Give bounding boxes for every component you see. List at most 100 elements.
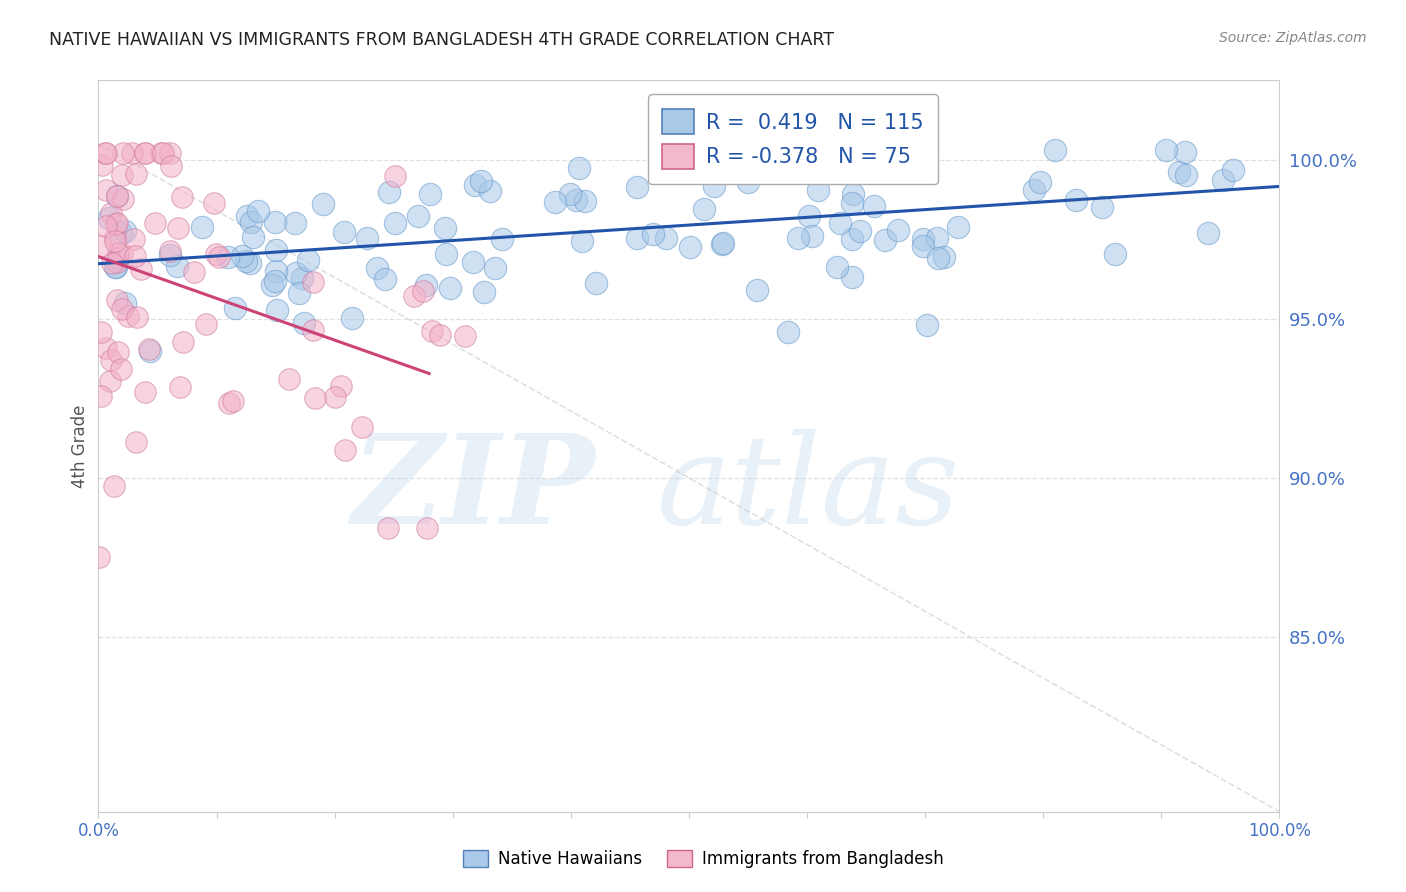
Point (127, 310, 149, 324)
Text: NATIVE HAWAIIAN VS IMMIGRANTS FROM BANGLADESH 4TH GRADE CORRELATION CHART: NATIVE HAWAIIAN VS IMMIGRANTS FROM BANGL… (49, 31, 834, 49)
Point (104, 260, 127, 274)
Point (222, 394, 245, 409)
Point (285, 266, 308, 280)
Point (330, 379, 353, 393)
Point (110, 247, 132, 261)
Point (291, 270, 314, 285)
Point (170, 190, 193, 204)
Point (239, 215, 262, 229)
Point (301, 323, 323, 337)
Point (946, 220, 969, 235)
Point (841, 196, 863, 211)
Point (472, 285, 495, 300)
Point (863, 155, 886, 169)
Point (461, 255, 484, 269)
Point (166, 259, 188, 273)
Point (1154, 143, 1177, 157)
Point (693, 202, 716, 216)
Y-axis label: 4th Grade: 4th Grade (72, 404, 90, 488)
Point (384, 216, 406, 230)
Point (934, 250, 956, 264)
Point (264, 274, 287, 288)
Point (242, 229, 264, 244)
Point (114, 296, 136, 310)
Point (1064, 193, 1087, 207)
Point (356, 230, 378, 244)
Point (107, 344, 129, 359)
Point (90, 239, 112, 253)
Point (110, 226, 132, 240)
Text: atlas: atlas (657, 429, 960, 550)
Point (104, 234, 127, 248)
Point (679, 240, 702, 254)
Point (1091, 200, 1114, 214)
Point (925, 231, 948, 245)
Point (125, 435, 148, 450)
Point (231, 249, 253, 263)
Point (87, 550, 110, 565)
Point (266, 243, 288, 257)
Point (111, 146, 134, 161)
Point (1045, 143, 1067, 157)
Point (169, 380, 191, 394)
Point (484, 260, 506, 275)
Point (568, 161, 591, 175)
Point (491, 232, 513, 246)
Point (160, 159, 183, 173)
Point (470, 174, 492, 188)
Point (415, 278, 437, 293)
Point (167, 220, 190, 235)
Point (711, 236, 734, 251)
Point (464, 178, 486, 192)
Point (1029, 175, 1052, 189)
Point (626, 231, 648, 245)
Point (1168, 164, 1191, 178)
Point (105, 255, 128, 269)
Point (1174, 168, 1197, 182)
Point (851, 143, 873, 157)
Point (239, 256, 262, 270)
Point (846, 143, 869, 157)
Point (91, 158, 114, 172)
Point (887, 223, 910, 237)
Point (284, 217, 307, 231)
Point (105, 189, 128, 203)
Point (1104, 247, 1126, 261)
Point (159, 146, 181, 161)
Point (378, 185, 401, 199)
Point (1222, 163, 1244, 178)
Point (703, 179, 725, 194)
Point (235, 253, 257, 268)
Point (374, 272, 396, 286)
Point (412, 284, 434, 298)
Point (780, 143, 803, 157)
Point (544, 195, 567, 210)
Point (90, 326, 112, 340)
Point (98, 211, 121, 226)
Point (841, 232, 863, 246)
Text: ZIP: ZIP (350, 429, 595, 550)
Point (134, 384, 156, 399)
Point (134, 146, 156, 161)
Point (766, 143, 789, 157)
Point (574, 194, 596, 208)
Point (350, 420, 373, 434)
Point (333, 226, 356, 240)
Point (107, 251, 129, 265)
Point (107, 246, 129, 260)
Point (745, 283, 768, 297)
Point (105, 188, 128, 202)
Point (218, 396, 240, 410)
Point (112, 192, 135, 206)
Point (304, 391, 326, 405)
Point (217, 250, 239, 264)
Point (247, 204, 270, 219)
Point (797, 156, 820, 170)
Point (129, 262, 152, 277)
Point (479, 184, 502, 198)
Point (100, 353, 122, 368)
Point (121, 146, 143, 161)
Point (641, 227, 664, 241)
Point (114, 224, 136, 238)
Point (433, 220, 456, 235)
